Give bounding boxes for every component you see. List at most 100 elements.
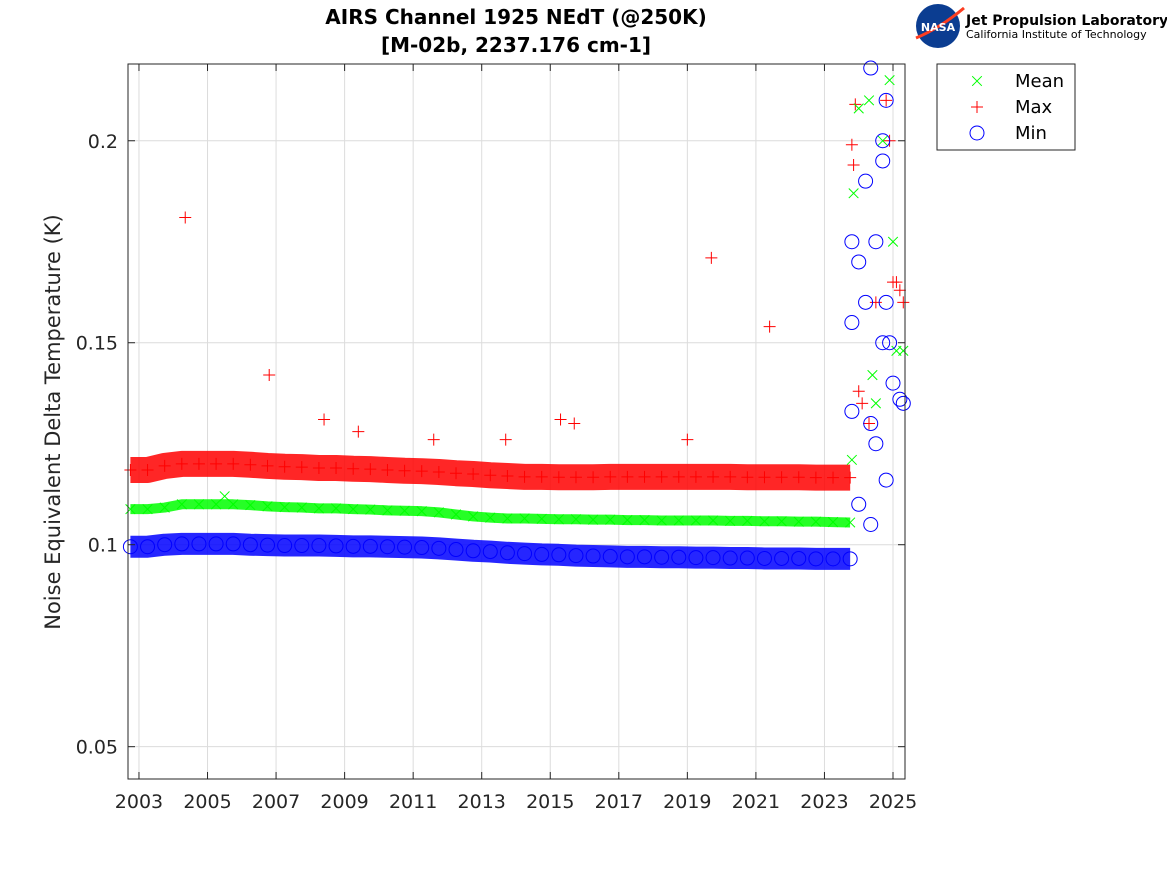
series-min-point [863,517,879,533]
x-tick-label: 2011 [389,791,437,813]
series-mean-point [776,516,787,527]
series-mean-point [313,503,325,514]
series-max-point [158,459,171,472]
series-mean-point [639,514,650,526]
series-min-point [851,254,867,270]
legend-items: Mean Max Min [969,71,1064,144]
series-mean-point [159,502,170,513]
series-min-point [654,549,670,565]
series-mean-point [553,514,564,525]
series-mean-point [228,499,239,510]
series-mean-point [142,504,153,515]
series-min-point [619,549,635,565]
series-max-point [330,461,343,474]
series-mean-point [450,509,462,520]
series-max-point [175,457,188,470]
y-tick-label: 0.2 [88,131,118,153]
series-max-point [844,471,857,484]
grid [128,64,905,779]
series-mean-point [536,513,547,525]
series-mean-point [863,95,875,106]
series-max-point [869,296,882,309]
y-axis-label: Noise Equivalent Delta Temperature (K) [41,214,65,630]
series-max-point [741,471,754,484]
series-mean-point [210,499,222,510]
series-max-point [278,460,291,473]
series-mean-point [870,398,882,409]
series-min-point [878,294,894,310]
series-min-point [875,335,891,351]
series-mean-point [887,236,899,247]
series-min-point [875,153,891,169]
jpl-logo: NASA Jet Propulsion Laboratory Californi… [915,4,1167,48]
series-min-point [242,537,258,553]
series-mean-point [827,516,839,528]
series-max-point [880,94,893,107]
series-min-point [739,550,755,566]
series-max-point [863,417,876,430]
series-min-point [671,549,687,565]
series-min-point [259,537,275,553]
series-min-point [895,395,911,411]
series-max-point [893,284,906,297]
series-max-point [758,471,771,484]
series-min-point [825,551,841,567]
series-max-point [707,470,720,483]
series-max-point [467,468,480,481]
chart-title-line1: AIRS Channel 1925 NEdT (@250K) [325,5,706,29]
series-mean-point [399,505,410,516]
series-mean-point [193,499,205,510]
y-tick-label: 0.1 [88,535,118,557]
series-max-point [261,459,274,472]
series-min-point [885,375,901,391]
series-min-point [191,536,207,552]
series-max-point [655,470,668,483]
series-min-point [397,539,413,555]
legend-marker-mean [971,75,983,87]
series-max-point [809,471,822,484]
series-max-point [295,461,308,474]
series-min-point [328,538,344,554]
series-min-point [379,539,395,555]
series-max-point [621,470,634,483]
series-max-point [227,457,240,470]
series-mean-point [262,501,273,512]
series-max-point [347,462,360,475]
series-min-point [851,496,867,512]
series-min-point [705,550,721,566]
series-mean-point [245,499,256,511]
series-mean-point [348,504,359,515]
series-min-point [602,548,618,564]
series-max-point [890,276,903,289]
series-mean-point [416,506,427,517]
series-min-point [294,538,310,554]
series-min-point [878,92,894,108]
series-mean-point [176,499,187,510]
series-max-point [792,471,805,484]
series-max-point [263,369,276,382]
series-mean-point [279,501,290,513]
series-mean-point [330,503,342,514]
series-min-band [130,532,851,570]
series-max-point [244,458,257,471]
axis-ticks: 2003 2005 2007 2009 2011 2013 2015 2017 2019 2021… [76,64,917,813]
series-min-point [585,548,601,564]
series-min-point [362,538,378,554]
series-min-point [875,133,891,149]
series-max-point [672,470,685,483]
series-max-point [141,463,154,476]
series-min-point [808,551,824,567]
series-max-point [554,413,567,426]
series-mean-point [622,514,633,526]
series-max-point [398,464,411,477]
legend-label-mean: Mean [1015,71,1064,92]
x-tick-label: 2003 [115,791,163,813]
series-max-point [364,463,377,476]
series-marks [122,60,911,567]
series-max-point [535,470,548,483]
series-min-point [637,549,653,565]
series-max-point [381,463,394,476]
series-min-point [844,234,860,250]
series-min-point [517,546,533,562]
